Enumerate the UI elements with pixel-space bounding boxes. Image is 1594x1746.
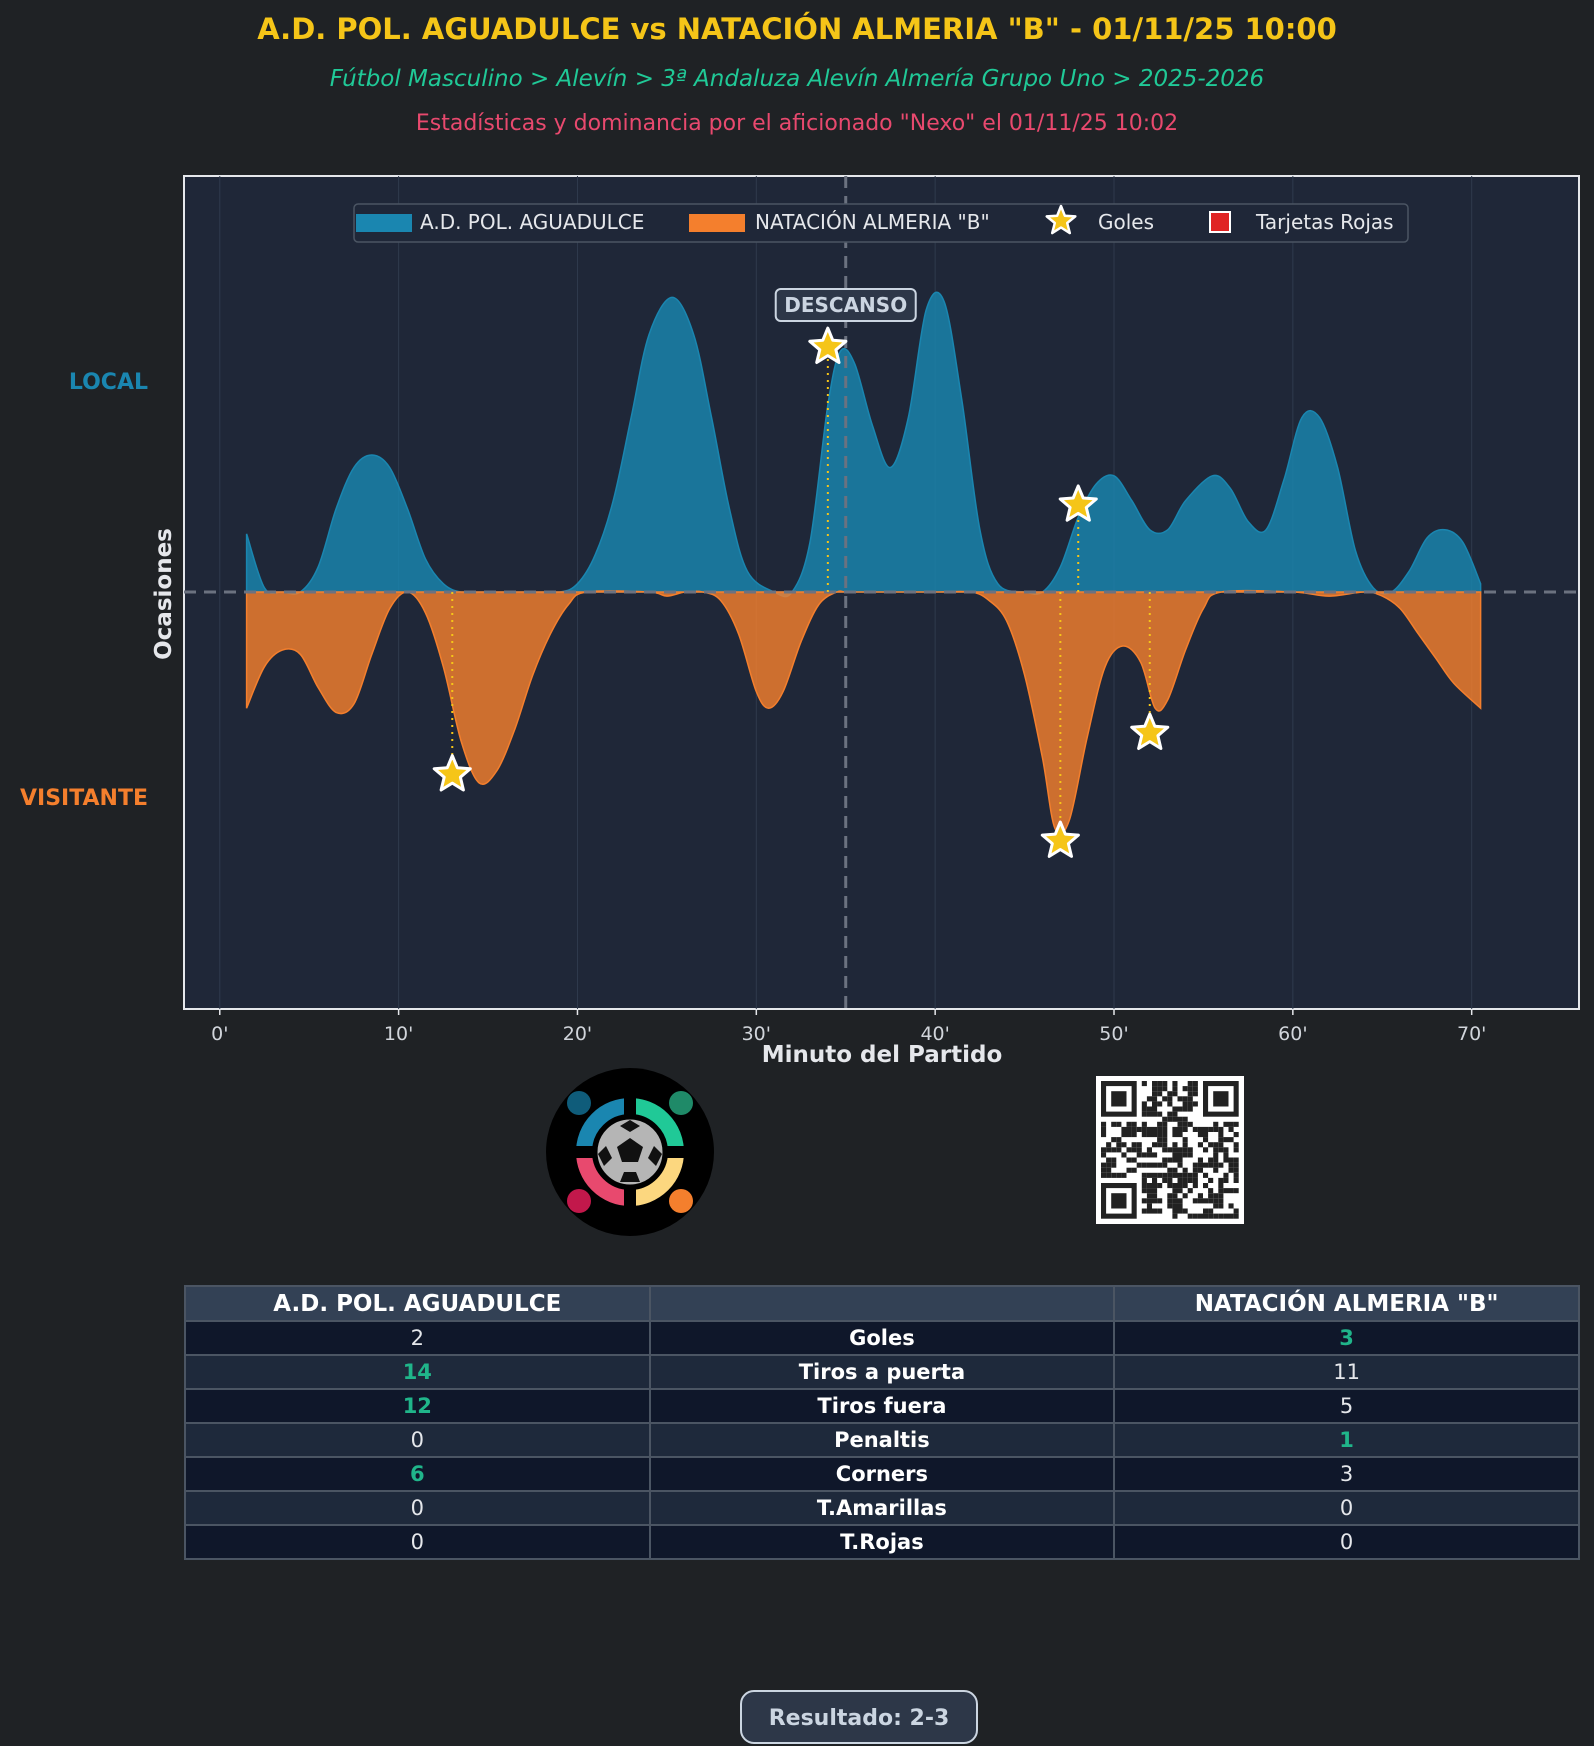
visitante-side-label: VISITANTE xyxy=(19,786,148,811)
tick-label: 60' xyxy=(1278,1023,1307,1045)
table-row: 12 Tiros fuera 5 xyxy=(184,1388,1580,1424)
home-penaltis: 0 xyxy=(184,1422,651,1458)
legend-label-tarjetas: Tarjetas Rojas xyxy=(1255,210,1394,234)
metric-tiros-puerta: Tiros a puerta xyxy=(648,1354,1116,1390)
stats-table: A.D. POL. AGUADULCE NATACIÓN ALMERIA "B"… xyxy=(184,1285,1580,1560)
local-side-label: LOCAL xyxy=(68,370,148,395)
home-tiros-puerta: 14 xyxy=(184,1354,651,1390)
home-goles: 2 xyxy=(184,1320,651,1356)
legend-swatch-local xyxy=(356,214,412,232)
away-penaltis: 1 xyxy=(1113,1422,1580,1458)
away-tiros-fuera: 5 xyxy=(1113,1388,1580,1424)
table-row: 14 Tiros a puerta 11 xyxy=(184,1354,1580,1390)
goal-markers xyxy=(432,326,1170,858)
home-rojas: 0 xyxy=(184,1524,651,1560)
metric-corners: Corners xyxy=(648,1456,1116,1492)
table-row: 6 Corners 3 xyxy=(184,1456,1580,1492)
goal-star-icon xyxy=(1058,484,1098,522)
halftime-label: DESCANSO xyxy=(784,293,907,317)
legend-red-card-icon xyxy=(1209,211,1231,233)
away-team-header: NATACIÓN ALMERIA "B" xyxy=(1113,1285,1580,1322)
tick-label: 50' xyxy=(1099,1023,1128,1045)
metric-penaltis: Penaltis xyxy=(648,1422,1116,1458)
home-amarillas: 0 xyxy=(184,1490,651,1526)
tick-label: 0' xyxy=(211,1023,228,1045)
table-row: 0 T.Amarillas 0 xyxy=(184,1490,1580,1526)
metric-goles: Goles xyxy=(648,1320,1116,1356)
table-row: 0 Penaltis 1 xyxy=(184,1422,1580,1458)
area-series xyxy=(245,291,1482,836)
metric-rojas: T.Rojas xyxy=(648,1524,1116,1560)
x-axis-ticks: 0' 10' 20' 30' 40' 50' 60' 70' xyxy=(211,1009,1486,1045)
legend-goal-star-icon xyxy=(1045,204,1077,235)
table-row: 0 T.Rojas 0 xyxy=(184,1524,1580,1560)
goal-star-icon xyxy=(808,326,848,364)
away-corners: 3 xyxy=(1113,1456,1580,1492)
goal-star-icon xyxy=(432,754,472,792)
away-goles: 3 xyxy=(1113,1320,1580,1356)
table-row: 2 Goles 3 xyxy=(184,1320,1580,1356)
y-axis-label: Ocasiones xyxy=(151,528,177,660)
area-visitante xyxy=(245,589,1482,836)
metric-tiros-fuera: Tiros fuera xyxy=(648,1388,1116,1424)
tick-label: 10' xyxy=(384,1023,413,1045)
tick-label: 30' xyxy=(742,1023,771,1045)
away-rojas: 0 xyxy=(1113,1524,1580,1560)
qr-code xyxy=(1096,1076,1244,1224)
home-corners: 6 xyxy=(184,1456,651,1492)
result-badge: Resultado: 2-3 xyxy=(740,1690,978,1744)
tick-label: 40' xyxy=(920,1023,949,1045)
legend-label-goles: Goles xyxy=(1098,210,1154,234)
legend-label-local: A.D. POL. AGUADULCE xyxy=(420,210,644,234)
x-axis-label: Minuto del Partido xyxy=(762,1042,1003,1068)
competition-breadcrumb: Fútbol Masculino > Alevín > 3ª Andaluza … xyxy=(329,66,1265,92)
goal-star-icon xyxy=(1130,712,1170,750)
area-local xyxy=(245,291,1482,598)
goal-star-icon xyxy=(1040,820,1080,858)
away-amarillas: 0 xyxy=(1113,1490,1580,1526)
metric-header xyxy=(648,1285,1116,1322)
tick-label: 20' xyxy=(563,1023,592,1045)
match-title: A.D. POL. AGUADULCE vs NATACIÓN ALMERIA … xyxy=(257,12,1337,46)
home-tiros-fuera: 12 xyxy=(184,1388,651,1424)
legend-swatch-visitante xyxy=(689,214,745,232)
halftime-badge xyxy=(774,288,917,322)
credit-line: Estadísticas y dominancia por el aficion… xyxy=(415,111,1179,136)
legend-label-visitante: NATACIÓN ALMERIA "B" xyxy=(755,210,990,234)
home-team-header: A.D. POL. AGUADULCE xyxy=(184,1285,651,1322)
chart-legend: A.D. POL. AGUADULCE NATACIÓN ALMERIA "B"… xyxy=(353,203,1409,243)
tick-label: 70' xyxy=(1457,1023,1486,1045)
app-logo xyxy=(546,1068,714,1236)
metric-amarillas: T.Amarillas xyxy=(648,1490,1116,1526)
away-tiros-puerta: 11 xyxy=(1113,1354,1580,1390)
dominance-chart: DESCANSO 0' 10' 20' 30' 40' 50' 60' 70' Minuto … xyxy=(151,175,1580,1068)
